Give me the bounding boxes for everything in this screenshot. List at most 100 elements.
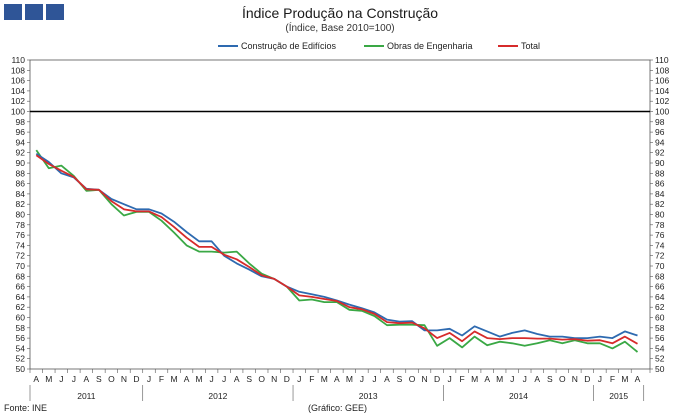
y-tick-label-left: 74	[16, 240, 26, 250]
x-month-label: O	[409, 374, 416, 384]
y-tick-label-left: 84	[16, 189, 26, 199]
x-month-label: D	[584, 374, 590, 384]
legend-label-total: Total	[521, 41, 541, 51]
y-tick-label-left: 76	[16, 230, 26, 240]
y-tick-label-right: 72	[655, 251, 665, 261]
x-month-label: A	[84, 374, 90, 384]
y-tick-label-right: 108	[655, 65, 669, 75]
source-note: Fonte: INE	[4, 403, 48, 413]
x-month-label: A	[234, 374, 240, 384]
y-tick-label-left: 102	[11, 96, 25, 106]
x-month-label: J	[523, 374, 527, 384]
y-tick-label-right: 78	[655, 220, 665, 230]
y-tick-label-right: 60	[655, 313, 665, 323]
year-label: 2011	[77, 391, 96, 401]
x-month-label: J	[372, 374, 376, 384]
y-tick-label-right: 82	[655, 199, 665, 209]
x-month-label: M	[346, 374, 353, 384]
y-tick-label-left: 68	[16, 271, 26, 281]
x-month-label: O	[559, 374, 566, 384]
y-tick-label-right: 62	[655, 302, 665, 312]
y-tick-label-right: 80	[655, 210, 665, 220]
legend-item-total: Total	[498, 41, 540, 51]
x-month-label: J	[222, 374, 226, 384]
x-month-label: J	[360, 374, 364, 384]
y-tick-label-left: 110	[11, 55, 25, 65]
series-line-buildings	[35, 152, 638, 340]
x-month-label: A	[33, 374, 39, 384]
y-tick-label-left: 90	[16, 158, 26, 168]
x-month-label: F	[460, 374, 465, 384]
logo-block	[25, 4, 43, 20]
y-tick-label-right: 56	[655, 333, 665, 343]
x-month-label: J	[297, 374, 301, 384]
y-tick-label-right: 98	[655, 117, 665, 127]
x-month-label: A	[484, 374, 490, 384]
y-tick-label-left: 56	[16, 333, 26, 343]
x-month-label: M	[496, 374, 503, 384]
x-month-label: N	[421, 374, 427, 384]
year-label: 2013	[359, 391, 378, 401]
y-tick-label-right: 106	[655, 76, 669, 86]
x-month-label: J	[147, 374, 151, 384]
y-tick-label-right: 68	[655, 271, 665, 281]
year-label: 2012	[208, 391, 227, 401]
x-month-label: J	[510, 374, 514, 384]
x-month-label: A	[384, 374, 390, 384]
x-month-label: N	[121, 374, 127, 384]
y-tick-label-left: 88	[16, 168, 26, 178]
y-tick-label-right: 76	[655, 230, 665, 240]
y-tick-label-left: 64	[16, 292, 26, 302]
y-tick-label-left: 104	[11, 86, 25, 96]
x-month-label: D	[133, 374, 139, 384]
y-tick-label-right: 54	[655, 343, 665, 353]
y-tick-label-right: 64	[655, 292, 665, 302]
x-month-label: D	[434, 374, 440, 384]
y-tick-label-left: 106	[11, 76, 25, 86]
x-month-label: O	[258, 374, 265, 384]
x-month-label: F	[610, 374, 615, 384]
y-tick-label-right: 58	[655, 323, 665, 333]
y-tick-label-left: 98	[16, 117, 26, 127]
y-tick-label-left: 50	[16, 364, 26, 374]
x-month-label: J	[59, 374, 63, 384]
y-tick-label-left: 66	[16, 282, 26, 292]
x-month-label: J	[447, 374, 451, 384]
x-month-label: O	[108, 374, 115, 384]
x-month-label: N	[271, 374, 277, 384]
x-month-label: A	[534, 374, 540, 384]
x-month-label: M	[471, 374, 478, 384]
x-month-label: A	[334, 374, 340, 384]
y-tick-label-left: 94	[16, 137, 26, 147]
logo-block	[46, 4, 64, 20]
year-label: 2014	[509, 391, 528, 401]
y-tick-label-left: 100	[11, 107, 25, 117]
chart-legend: Construção de Edifícios Obras de Engenha…	[0, 41, 680, 55]
x-month-label: M	[196, 374, 203, 384]
x-month-label: N	[572, 374, 578, 384]
y-tick-label-left: 72	[16, 251, 26, 261]
x-month-label: M	[621, 374, 628, 384]
x-month-label: M	[45, 374, 52, 384]
y-tick-label-left: 108	[11, 65, 25, 75]
y-tick-label-right: 84	[655, 189, 665, 199]
x-month-label: J	[72, 374, 76, 384]
legend-item-engineering: Obras de Engenharia	[364, 41, 473, 51]
legend-swatch-engineering	[364, 45, 384, 47]
y-tick-label-right: 96	[655, 127, 665, 137]
x-month-label: S	[547, 374, 553, 384]
legend-label-engineering: Obras de Engenharia	[387, 41, 473, 51]
logo-block	[4, 4, 22, 20]
legend-item-buildings: Construção de Edifícios	[218, 41, 336, 51]
y-tick-label-right: 88	[655, 168, 665, 178]
x-month-label: S	[246, 374, 252, 384]
y-tick-label-right: 86	[655, 179, 665, 189]
year-label: 2015	[609, 391, 628, 401]
x-month-label: J	[598, 374, 602, 384]
legend-swatch-total	[498, 45, 518, 47]
x-month-label: M	[321, 374, 328, 384]
x-month-label: S	[397, 374, 403, 384]
x-month-label: D	[284, 374, 290, 384]
x-month-label: A	[184, 374, 190, 384]
